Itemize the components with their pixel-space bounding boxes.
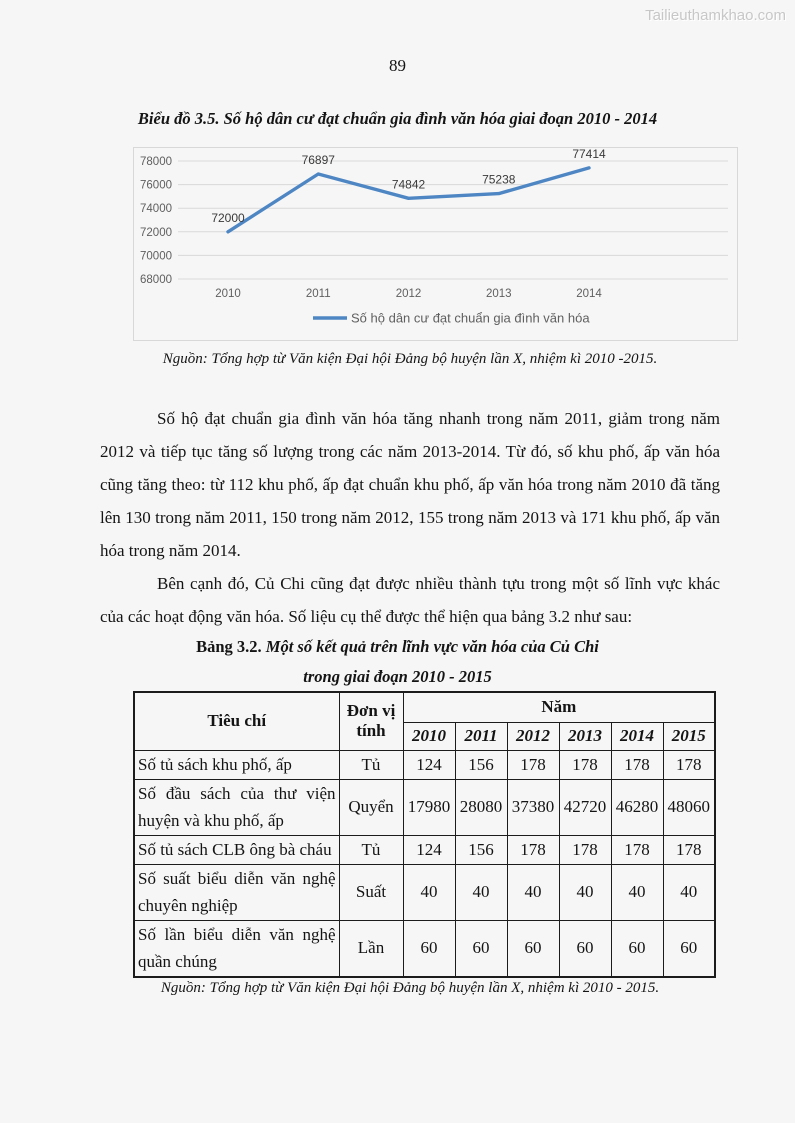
x-axis-tick-label: 2011 (306, 288, 331, 300)
row-value: 40 (558, 863, 612, 921)
row-value: 178 (610, 834, 664, 865)
row-unit: Tủ (338, 834, 404, 865)
row-unit: Tủ (338, 749, 404, 780)
row-value: 156 (454, 834, 508, 865)
x-axis-tick-label: 2014 (576, 288, 602, 300)
paragraph-1: Số hộ đạt chuẩn gia đình văn hóa tăng nh… (100, 409, 720, 560)
row-value: 40 (506, 863, 560, 921)
legend-label: Số hộ dân cư đạt chuẩn gia đình văn hóa (351, 311, 590, 326)
col-header-year: Năm (402, 691, 716, 723)
table-header-row: Tiêu chí Đơn vị tính Năm (133, 691, 716, 751)
row-value: 60 (454, 919, 508, 978)
row-label: Số tủ sách khu phố, ấp (133, 749, 340, 780)
row-unit: Quyển (338, 778, 404, 836)
col-header-year-value: 2013 (558, 721, 612, 751)
row-value: 124 (402, 834, 456, 865)
y-axis-tick-label: 78000 (140, 156, 172, 168)
row-label: Số lần biểu diễn văn nghệ quần chúng (133, 919, 340, 978)
chart-figure: 68000 70000 72000 74000 76000 78000 2010 2011 20… (133, 147, 738, 341)
row-value: 60 (610, 919, 664, 978)
col-header-year-value: 2010 (402, 721, 456, 751)
row-value: 178 (662, 749, 716, 780)
row-value: 46280 (610, 778, 664, 836)
table-row: Số tủ sách khu phố, ấp Tủ 124 156 178 178 178 1… (133, 749, 716, 780)
x-axis-tick-label: 2013 (486, 288, 512, 300)
data-label: 76897 (302, 153, 336, 167)
row-value: 178 (662, 834, 716, 865)
row-value: 17980 (402, 778, 456, 836)
y-axis-tick-label: 70000 (140, 250, 172, 262)
table-row: Số tủ sách CLB ông bà cháu Tủ 124 156 178 178… (133, 834, 716, 865)
row-value: 178 (558, 834, 612, 865)
y-axis-tick-label: 72000 (140, 227, 172, 239)
row-value: 178 (558, 749, 612, 780)
row-label: Số tủ sách CLB ông bà cháu (133, 834, 340, 865)
row-value: 178 (506, 834, 560, 865)
row-value: 178 (506, 749, 560, 780)
row-value: 40 (610, 863, 664, 921)
table-body: Số tủ sách khu phố, ấp Tủ 124 156 178 178 178 1… (133, 749, 716, 978)
row-value: 124 (402, 749, 456, 780)
col-header-year-value: 2015 (662, 721, 716, 751)
row-value: 42720 (558, 778, 612, 836)
row-unit: Lần (338, 919, 404, 978)
body-text: Số hộ đạt chuẩn gia đình văn hóa tăng nh… (100, 402, 720, 633)
row-value: 60 (506, 919, 560, 978)
row-unit: Suất (338, 863, 404, 921)
row-label: Số suất biểu diễn văn nghệ chuyên nghiệp (133, 863, 340, 921)
table-title-caption: Một số kết quả trên lĩnh vực văn hóa của… (261, 637, 599, 656)
data-table: Tiêu chí Đơn vị tính Năm 2010 2011 2012 201… (133, 691, 717, 978)
page-number: 89 (389, 56, 406, 75)
row-value: 178 (610, 749, 664, 780)
row-value: 48060 (662, 778, 716, 836)
table-title-label: Bảng 3.2. (196, 637, 262, 656)
paragraph-2: Bên cạnh đó, Củ Chi cũng đạt được nhiều … (100, 574, 720, 626)
y-axis-tick-label: 68000 (140, 274, 172, 286)
col-header-year-value: 2014 (610, 721, 664, 751)
y-axis-tick-label: 74000 (140, 203, 172, 215)
series-line (226, 166, 591, 234)
x-axis-tick-label: 2012 (396, 288, 422, 300)
data-label: 72000 (211, 211, 245, 225)
table-title-line2: trong giai đoạn 2010 - 2015 (303, 667, 492, 686)
chart-title: Biểu đồ 3.5. Số hộ dân cư đạt chuẩn gia … (137, 109, 658, 128)
watermark: Tailieuthamkhao.com (645, 7, 786, 24)
table-source: Nguồn: Tổng hợp từ Văn kiện Đại hội Đảng… (160, 980, 660, 996)
row-value: 40 (454, 863, 508, 921)
table-row: Số đầu sách của thư viện huyện và khu ph… (133, 778, 716, 836)
col-header-year-value: 2011 (454, 721, 508, 751)
row-value: 40 (662, 863, 716, 921)
row-value: 156 (454, 749, 508, 780)
chart-source: Nguồn: Tổng hợp từ Văn kiện Đại hội Đảng… (162, 351, 658, 367)
table-row: Số suất biểu diễn văn nghệ chuyên nghiệp… (133, 863, 716, 921)
data-label: 75238 (482, 173, 516, 187)
table-title: Bảng 3.2. Một số kết quả trên lĩnh vực v… (60, 632, 735, 692)
col-header-year-value: 2012 (506, 721, 560, 751)
line-chart: 68000 70000 72000 74000 76000 78000 2010 2011 20… (140, 148, 728, 326)
row-value: 40 (402, 863, 456, 921)
x-axis-tick-label: 2010 (215, 288, 241, 300)
col-header-unit: Đơn vị tính (338, 691, 404, 751)
row-value: 60 (402, 919, 456, 978)
row-value: 60 (558, 919, 612, 978)
table-row: Số lần biểu diễn văn nghệ quần chúng Lần 6… (133, 919, 716, 978)
data-label: 74842 (392, 177, 426, 191)
y-axis-tick-label: 76000 (140, 180, 172, 192)
col-header-criteria: Tiêu chí (133, 691, 340, 751)
row-label: Số đầu sách của thư viện huyện và khu ph… (133, 778, 340, 836)
row-value: 60 (662, 919, 716, 978)
row-value: 37380 (506, 778, 560, 836)
row-value: 28080 (454, 778, 508, 836)
data-label: 77414 (572, 148, 606, 161)
